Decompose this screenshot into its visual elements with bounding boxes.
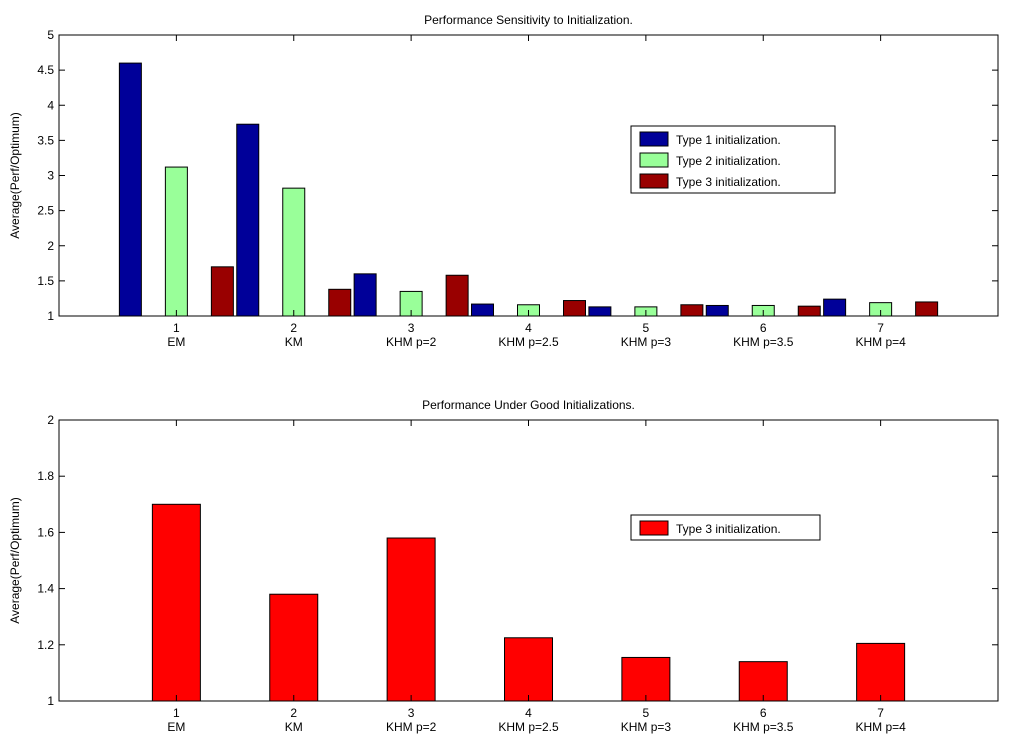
x-category-label: EM xyxy=(167,720,185,734)
bar-1-5 xyxy=(588,306,612,317)
x-tick-label: 3 xyxy=(408,321,415,335)
x-category-label: KHM p=2.5 xyxy=(498,335,559,349)
bar-3-2 xyxy=(328,288,352,317)
bar-1-1 xyxy=(151,503,201,702)
x-tick-label: 5 xyxy=(643,321,650,335)
y-tick-label: 4.5 xyxy=(37,63,54,77)
bar-1-6 xyxy=(738,661,788,702)
legend-label: Type 3 initialization. xyxy=(676,522,781,536)
legend-swatch xyxy=(639,131,669,147)
x-tick-label: 1 xyxy=(173,706,180,720)
bar-3-5 xyxy=(680,304,704,317)
chart-sensitivity: Performance Sensitivity to Initializatio… xyxy=(8,13,999,349)
legend-label: Type 3 initialization. xyxy=(676,175,781,189)
bar-2-2 xyxy=(282,187,306,317)
bar-3-7 xyxy=(915,301,939,317)
x-category-label: KHM p=2.5 xyxy=(498,720,559,734)
x-tick-label: 7 xyxy=(877,321,884,335)
bar-1-7 xyxy=(823,298,847,317)
y-tick-label: 5 xyxy=(47,28,54,42)
x-tick-label: 2 xyxy=(290,706,297,720)
y-tick-label: 2.5 xyxy=(37,204,54,218)
x-tick-label: 6 xyxy=(760,706,767,720)
x-tick-label: 3 xyxy=(408,706,415,720)
bar-1-2 xyxy=(269,593,319,702)
legend-swatch xyxy=(639,152,669,168)
y-tick-label: 1 xyxy=(47,694,54,708)
x-category-label: KHM p=4 xyxy=(855,720,906,734)
x-category-label: KHM p=3.5 xyxy=(733,720,794,734)
x-category-label: EM xyxy=(167,335,185,349)
x-category-label: KHM p=4 xyxy=(855,335,906,349)
chart-title: Performance Under Good Initializations. xyxy=(422,398,635,412)
chart-good-initializations: Performance Under Good Initializations. A… xyxy=(8,398,999,734)
x-tick-label: 1 xyxy=(173,321,180,335)
x-tick-label: 7 xyxy=(877,706,884,720)
x-category-label: KM xyxy=(285,335,303,349)
bar-1-5 xyxy=(621,656,671,702)
y-axis-label: Average(Perf/Optimum) xyxy=(8,497,22,624)
bar-1-2 xyxy=(236,123,260,317)
y-tick-label: 1 xyxy=(47,309,54,323)
bar-2-1 xyxy=(164,166,188,317)
x-category-label: KHM p=2 xyxy=(386,335,437,349)
y-tick-label: 4 xyxy=(47,98,54,112)
x-category-label: KHM p=2 xyxy=(386,720,437,734)
x-tick-label: 2 xyxy=(290,321,297,335)
bar-1-3 xyxy=(386,537,436,702)
y-tick-label: 3 xyxy=(47,169,54,183)
x-category-label: KHM p=3 xyxy=(621,720,672,734)
bar-1-4 xyxy=(471,303,494,317)
y-tick-label: 2 xyxy=(47,239,54,253)
x-category-label: KHM p=3 xyxy=(621,335,672,349)
y-tick-label: 1.2 xyxy=(37,638,54,652)
x-tick-label: 5 xyxy=(643,706,650,720)
y-tick-label: 1.6 xyxy=(37,525,54,539)
y-tick-label: 3.5 xyxy=(37,133,54,147)
bar-1-7 xyxy=(856,642,906,702)
x-category-label: KHM p=3.5 xyxy=(733,335,794,349)
legend-swatch xyxy=(639,520,669,536)
bar-1-4 xyxy=(504,637,553,702)
x-tick-label: 4 xyxy=(525,321,532,335)
legend-label: Type 2 initialization. xyxy=(676,154,781,168)
y-tick-label: 1.5 xyxy=(37,274,54,288)
legend-label: Type 1 initialization. xyxy=(676,133,781,147)
y-tick-label: 2 xyxy=(47,413,54,427)
x-tick-label: 6 xyxy=(760,321,767,335)
bar-3-6 xyxy=(797,305,821,317)
x-category-label: KM xyxy=(285,720,303,734)
chart-title: Performance Sensitivity to Initializatio… xyxy=(424,13,633,27)
y-tick-label: 1.8 xyxy=(37,469,54,483)
bar-1-6 xyxy=(705,304,729,317)
axes-box xyxy=(58,34,999,317)
bar-3-3 xyxy=(445,274,469,317)
x-tick-label: 4 xyxy=(525,706,532,720)
bar-1-3 xyxy=(353,273,377,317)
legend-swatch xyxy=(639,173,669,189)
y-tick-label: 1.4 xyxy=(37,582,54,596)
bar-1-1 xyxy=(118,62,142,317)
bar-3-4 xyxy=(563,300,586,317)
y-axis-label: Average(Perf/Optimum) xyxy=(8,112,22,239)
bar-3-1 xyxy=(210,266,234,317)
